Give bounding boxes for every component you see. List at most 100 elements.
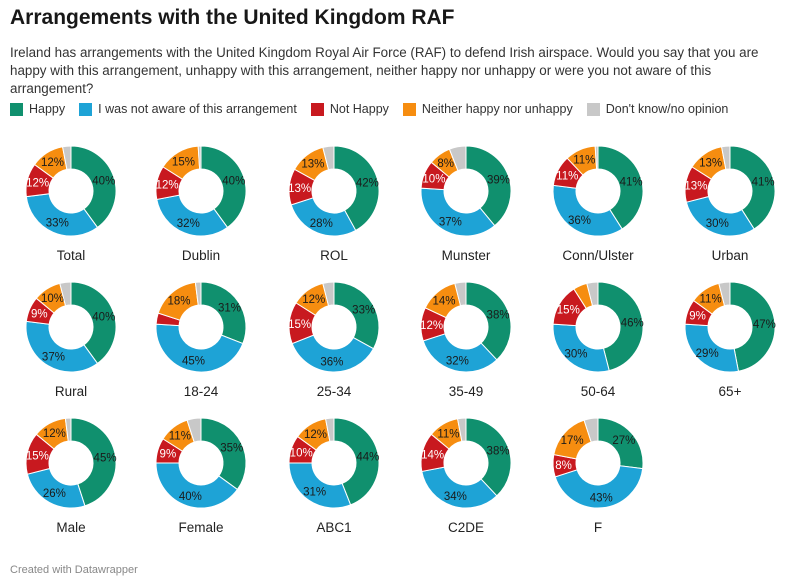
donut-slice [200,417,247,491]
donut-label: Dublin [182,248,220,263]
data-label: 40% [92,175,115,187]
data-label: 32% [177,218,200,230]
donut-slice [59,281,72,307]
donut-label: Male [56,520,85,535]
donut-label: C2DE [448,520,484,535]
data-label: 13% [699,157,722,169]
data-label: 31% [303,487,326,499]
legend-label: Happy [29,102,66,116]
data-label: 38% [487,309,510,321]
legend-swatch [10,102,23,116]
data-label: 12% [26,177,49,189]
data-label: 8% [555,460,572,472]
donut-slice [70,281,117,365]
data-label: 10% [41,293,64,305]
data-label: 11% [556,170,578,182]
donut-slice [465,417,512,497]
data-label: 11% [437,428,459,440]
donut-35-49: 38% 32% 12% 14% 35-49 [420,281,512,399]
data-label: 12% [156,180,179,192]
data-label: 9% [31,308,48,320]
data-label: 15% [557,304,580,316]
data-label: 29% [696,348,719,360]
donut-slice [25,193,99,237]
data-label: 15% [26,450,49,462]
data-label: 45% [182,356,205,368]
donut-slice [685,195,755,237]
data-label: 15% [172,156,195,168]
data-label: 44% [356,452,379,464]
data-label: 41% [620,176,643,188]
donut-slice [554,465,644,509]
donut-slice [322,281,335,307]
donut-label: Urban [712,248,749,263]
donut-slice [586,281,599,307]
donut-label: F [594,520,602,535]
data-label: 37% [439,217,462,229]
donut-slice [61,145,72,170]
donut-slice [333,281,380,350]
donut-slice [729,145,776,230]
data-label: 9% [160,448,177,460]
donut-slice [155,462,239,509]
donut-label: Total [57,248,86,263]
donut-slice [322,145,335,171]
donut-slice [333,417,380,506]
donut-slice [448,145,467,172]
data-label: 33% [46,218,69,230]
donut-slice [420,187,496,237]
donut-label: Female [178,520,223,535]
donut-slice [552,323,610,373]
donut-slice [594,145,599,170]
data-label: 10% [422,173,445,185]
data-label: 47% [753,319,776,331]
data-label: 18% [167,295,190,307]
data-label: 12% [304,429,327,441]
data-label: 27% [612,435,635,447]
donut-slice [456,417,467,442]
donut-label: ROL [320,248,348,263]
legend-swatch [310,102,324,116]
donut-slice [597,145,644,230]
data-label: 12% [420,320,443,332]
data-label: 40% [92,311,115,323]
data-label: 11% [169,431,191,443]
donut-slice [333,145,380,232]
donut-65-: 47% 29% 9% 11% 65+ [684,281,776,399]
donut-slice [718,281,731,307]
donut-slice [200,281,247,345]
donut-slice [729,281,776,372]
donut-total: 40% 33% 12% 12% Total [25,145,117,263]
donut-slice [552,184,623,237]
donut-slice [197,145,202,170]
data-label: 37% [42,352,65,364]
donut-slice [70,417,117,507]
data-label: 42% [356,177,379,189]
donut-slice [200,145,247,229]
donut-slice [583,417,599,443]
legend-item: Happy [10,102,65,116]
donut-rol: 42% 28% 13% 13% ROL [288,145,380,263]
donut-slice [288,462,352,509]
data-label: 28% [310,218,333,230]
data-label: 11% [700,293,722,305]
data-label: 8% [437,158,454,170]
legend-swatch [586,102,600,116]
donut-slice [465,145,512,227]
donut-label: 65+ [719,384,742,399]
legend: Happy I was not aware of this arrangement… [10,102,728,116]
data-label: 41% [752,176,775,188]
data-label: 40% [179,491,202,503]
legend-item: Don't know/no opinion [586,102,728,116]
legend-swatch [79,102,93,116]
data-label: 13% [684,181,707,193]
donut-label: Munster [442,248,491,263]
donut-rural: 40% 37% 9% 10% Rural [25,281,117,399]
data-label: 31% [218,303,241,315]
donut-slice [194,281,202,306]
donut-male: 45% 26% 15% 12% Male [25,417,117,535]
data-label: 35% [220,442,243,454]
donut-label: 25-34 [317,384,352,399]
data-label: 32% [446,355,469,367]
